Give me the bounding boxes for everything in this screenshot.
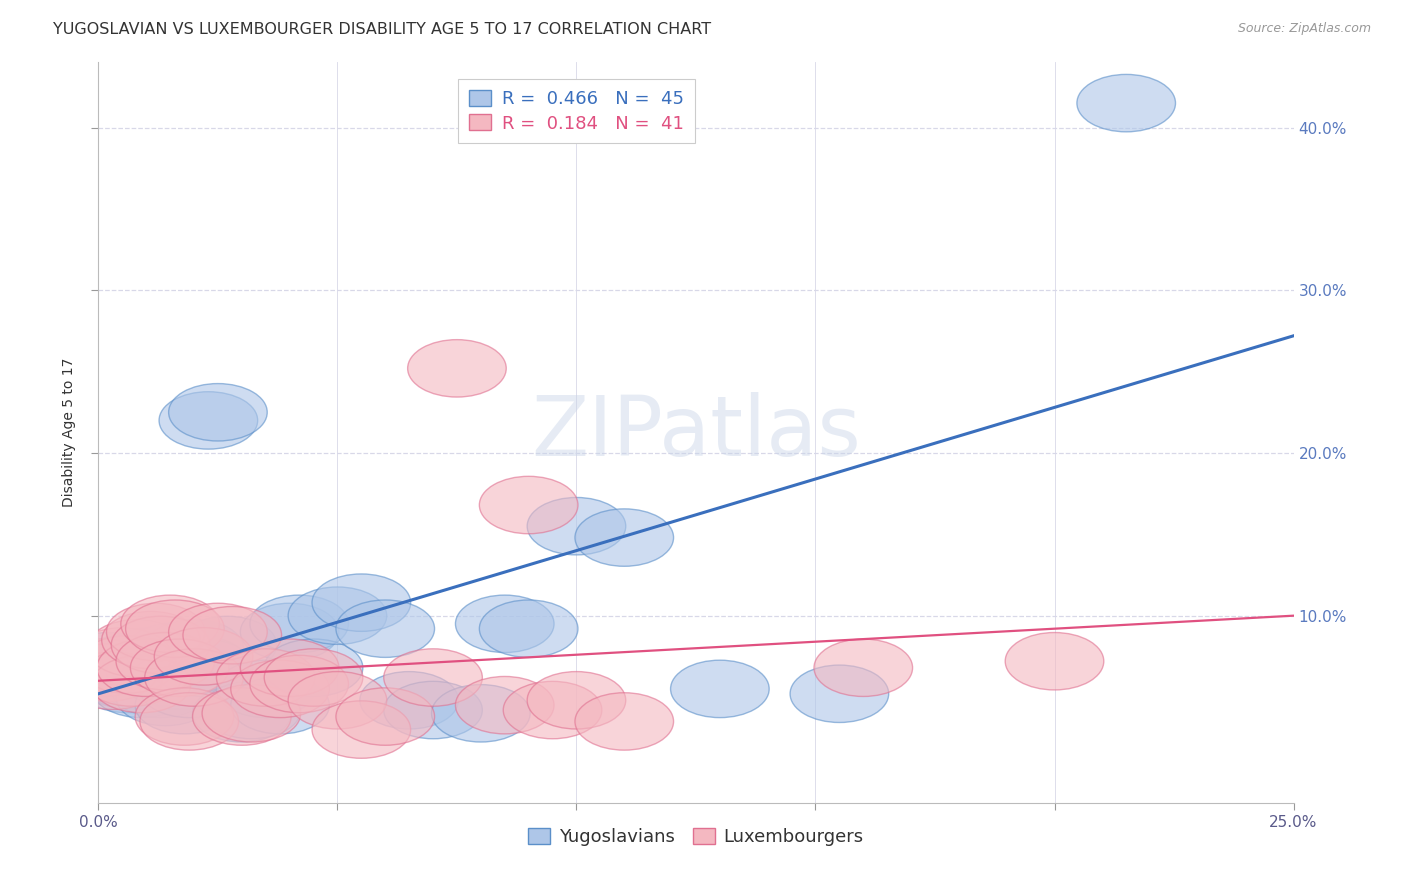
Ellipse shape (202, 681, 301, 739)
Ellipse shape (101, 628, 200, 685)
Ellipse shape (169, 603, 267, 661)
Ellipse shape (408, 340, 506, 397)
Ellipse shape (312, 574, 411, 632)
Ellipse shape (527, 498, 626, 555)
Ellipse shape (101, 611, 200, 669)
Ellipse shape (135, 688, 233, 746)
Ellipse shape (336, 600, 434, 657)
Ellipse shape (87, 644, 186, 701)
Ellipse shape (125, 600, 224, 657)
Ellipse shape (479, 600, 578, 657)
Ellipse shape (145, 620, 243, 677)
Ellipse shape (1005, 632, 1104, 690)
Ellipse shape (240, 639, 339, 697)
Ellipse shape (117, 668, 215, 726)
Ellipse shape (159, 392, 257, 450)
Ellipse shape (288, 672, 387, 729)
Ellipse shape (155, 639, 253, 697)
Ellipse shape (1077, 74, 1175, 132)
Ellipse shape (125, 623, 224, 681)
Ellipse shape (83, 652, 181, 709)
Ellipse shape (59, 644, 157, 701)
Ellipse shape (107, 644, 205, 701)
Ellipse shape (814, 639, 912, 697)
Ellipse shape (250, 656, 349, 713)
Ellipse shape (121, 648, 219, 706)
Ellipse shape (231, 676, 329, 734)
Ellipse shape (456, 676, 554, 734)
Ellipse shape (217, 648, 315, 706)
Text: Source: ZipAtlas.com: Source: ZipAtlas.com (1237, 22, 1371, 36)
Ellipse shape (217, 660, 315, 717)
Y-axis label: Disability Age 5 to 17: Disability Age 5 to 17 (62, 358, 76, 508)
Ellipse shape (456, 595, 554, 653)
Ellipse shape (193, 688, 291, 746)
Ellipse shape (155, 628, 253, 685)
Ellipse shape (575, 508, 673, 566)
Ellipse shape (149, 636, 247, 693)
Ellipse shape (790, 665, 889, 723)
Text: ZIPatlas: ZIPatlas (531, 392, 860, 473)
Ellipse shape (503, 681, 602, 739)
Ellipse shape (671, 660, 769, 717)
Ellipse shape (97, 652, 195, 709)
Ellipse shape (117, 632, 215, 690)
Ellipse shape (69, 648, 167, 706)
Ellipse shape (202, 684, 301, 742)
Ellipse shape (77, 656, 176, 713)
Ellipse shape (240, 603, 339, 661)
Ellipse shape (93, 660, 191, 717)
Ellipse shape (193, 684, 291, 742)
Ellipse shape (384, 681, 482, 739)
Ellipse shape (77, 636, 176, 693)
Ellipse shape (73, 628, 172, 685)
Ellipse shape (264, 648, 363, 706)
Ellipse shape (288, 587, 387, 644)
Ellipse shape (141, 693, 239, 750)
Ellipse shape (360, 672, 458, 729)
Ellipse shape (250, 595, 349, 653)
Ellipse shape (111, 616, 209, 673)
Ellipse shape (141, 660, 239, 717)
Ellipse shape (384, 648, 482, 706)
Text: YUGOSLAVIAN VS LUXEMBOURGER DISABILITY AGE 5 TO 17 CORRELATION CHART: YUGOSLAVIAN VS LUXEMBOURGER DISABILITY A… (53, 22, 711, 37)
Ellipse shape (312, 701, 411, 758)
Ellipse shape (336, 688, 434, 746)
Ellipse shape (169, 384, 267, 441)
Ellipse shape (131, 652, 229, 709)
Ellipse shape (53, 644, 152, 701)
Ellipse shape (97, 639, 195, 697)
Ellipse shape (83, 648, 181, 706)
Ellipse shape (183, 607, 281, 664)
Legend: Yugoslavians, Luxembourgers: Yugoslavians, Luxembourgers (522, 821, 870, 853)
Ellipse shape (53, 639, 152, 697)
Ellipse shape (575, 693, 673, 750)
Ellipse shape (179, 616, 277, 673)
Ellipse shape (231, 660, 329, 717)
Ellipse shape (264, 639, 363, 697)
Ellipse shape (135, 676, 233, 734)
Ellipse shape (121, 595, 219, 653)
Ellipse shape (59, 632, 157, 690)
Ellipse shape (63, 652, 162, 709)
Ellipse shape (107, 603, 205, 661)
Ellipse shape (131, 639, 229, 697)
Ellipse shape (145, 648, 243, 706)
Ellipse shape (111, 660, 209, 717)
Ellipse shape (527, 672, 626, 729)
Ellipse shape (87, 620, 186, 677)
Ellipse shape (93, 656, 191, 713)
Ellipse shape (432, 684, 530, 742)
Ellipse shape (73, 636, 172, 693)
Ellipse shape (63, 639, 162, 697)
Ellipse shape (479, 476, 578, 533)
